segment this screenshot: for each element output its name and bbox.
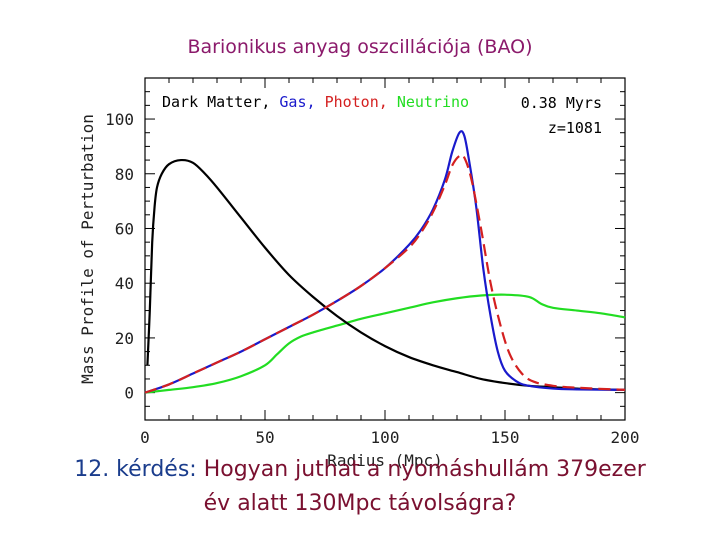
- y-tick-label: 80: [115, 165, 134, 184]
- legend-gas: Gas,: [279, 93, 315, 111]
- y-tick-label: 20: [115, 329, 134, 348]
- tick-labels: 0 50 100 150 200 0 20 40 60 80 100: [105, 110, 639, 447]
- y-tick-label: 100: [105, 110, 134, 129]
- series-neutrino-line: [144, 293, 626, 394]
- x-tick-label: 150: [491, 428, 520, 447]
- legend: Dark Matter, Gas, Photon, Neutrino: [162, 93, 469, 111]
- x-tick-label: 50: [255, 428, 274, 447]
- redshift-annotation: z=1081: [548, 119, 602, 137]
- question-line-1: 12. kérdés: Hogyan juthat a nyomáshullám…: [0, 457, 720, 482]
- data-series: [144, 130, 626, 394]
- slide-title: Barionikus anyag oszcillációja (BAO): [187, 36, 533, 58]
- x-tick-label: 100: [371, 428, 400, 447]
- axis-ticks: [144, 78, 626, 420]
- question-text-1: Hogyan juthat a nyomáshullám 379ezer: [203, 457, 646, 482]
- legend-dark-matter: Dark Matter,: [162, 93, 270, 111]
- series-dark-matter-line: [146, 158, 626, 391]
- x-tick-label: 200: [611, 428, 640, 447]
- y-tick-label: 0: [124, 384, 134, 403]
- legend-neutrino: Neutrino: [397, 93, 469, 111]
- y-axis-label: Mass Profile of Perturbation: [78, 114, 97, 384]
- legend-photon: Photon,: [325, 93, 388, 111]
- series-gas-line: [144, 130, 626, 394]
- y-tick-label: 60: [115, 219, 134, 238]
- x-axis-label: Radius (Mpc): [327, 451, 443, 470]
- x-tick-label: 0: [140, 428, 150, 447]
- y-tick-label: 40: [115, 274, 134, 293]
- svg-text:Dark Matter, Gas,: Dark Matter, Gas, Photon, Neutrino: [162, 93, 469, 111]
- time-annotation: 0.38 Myrs: [521, 94, 602, 112]
- question-label: 12. kérdés:: [74, 457, 197, 482]
- question-line-2: év alatt 130Mpc távolságra?: [203, 491, 517, 516]
- series-photon-line: [144, 153, 626, 394]
